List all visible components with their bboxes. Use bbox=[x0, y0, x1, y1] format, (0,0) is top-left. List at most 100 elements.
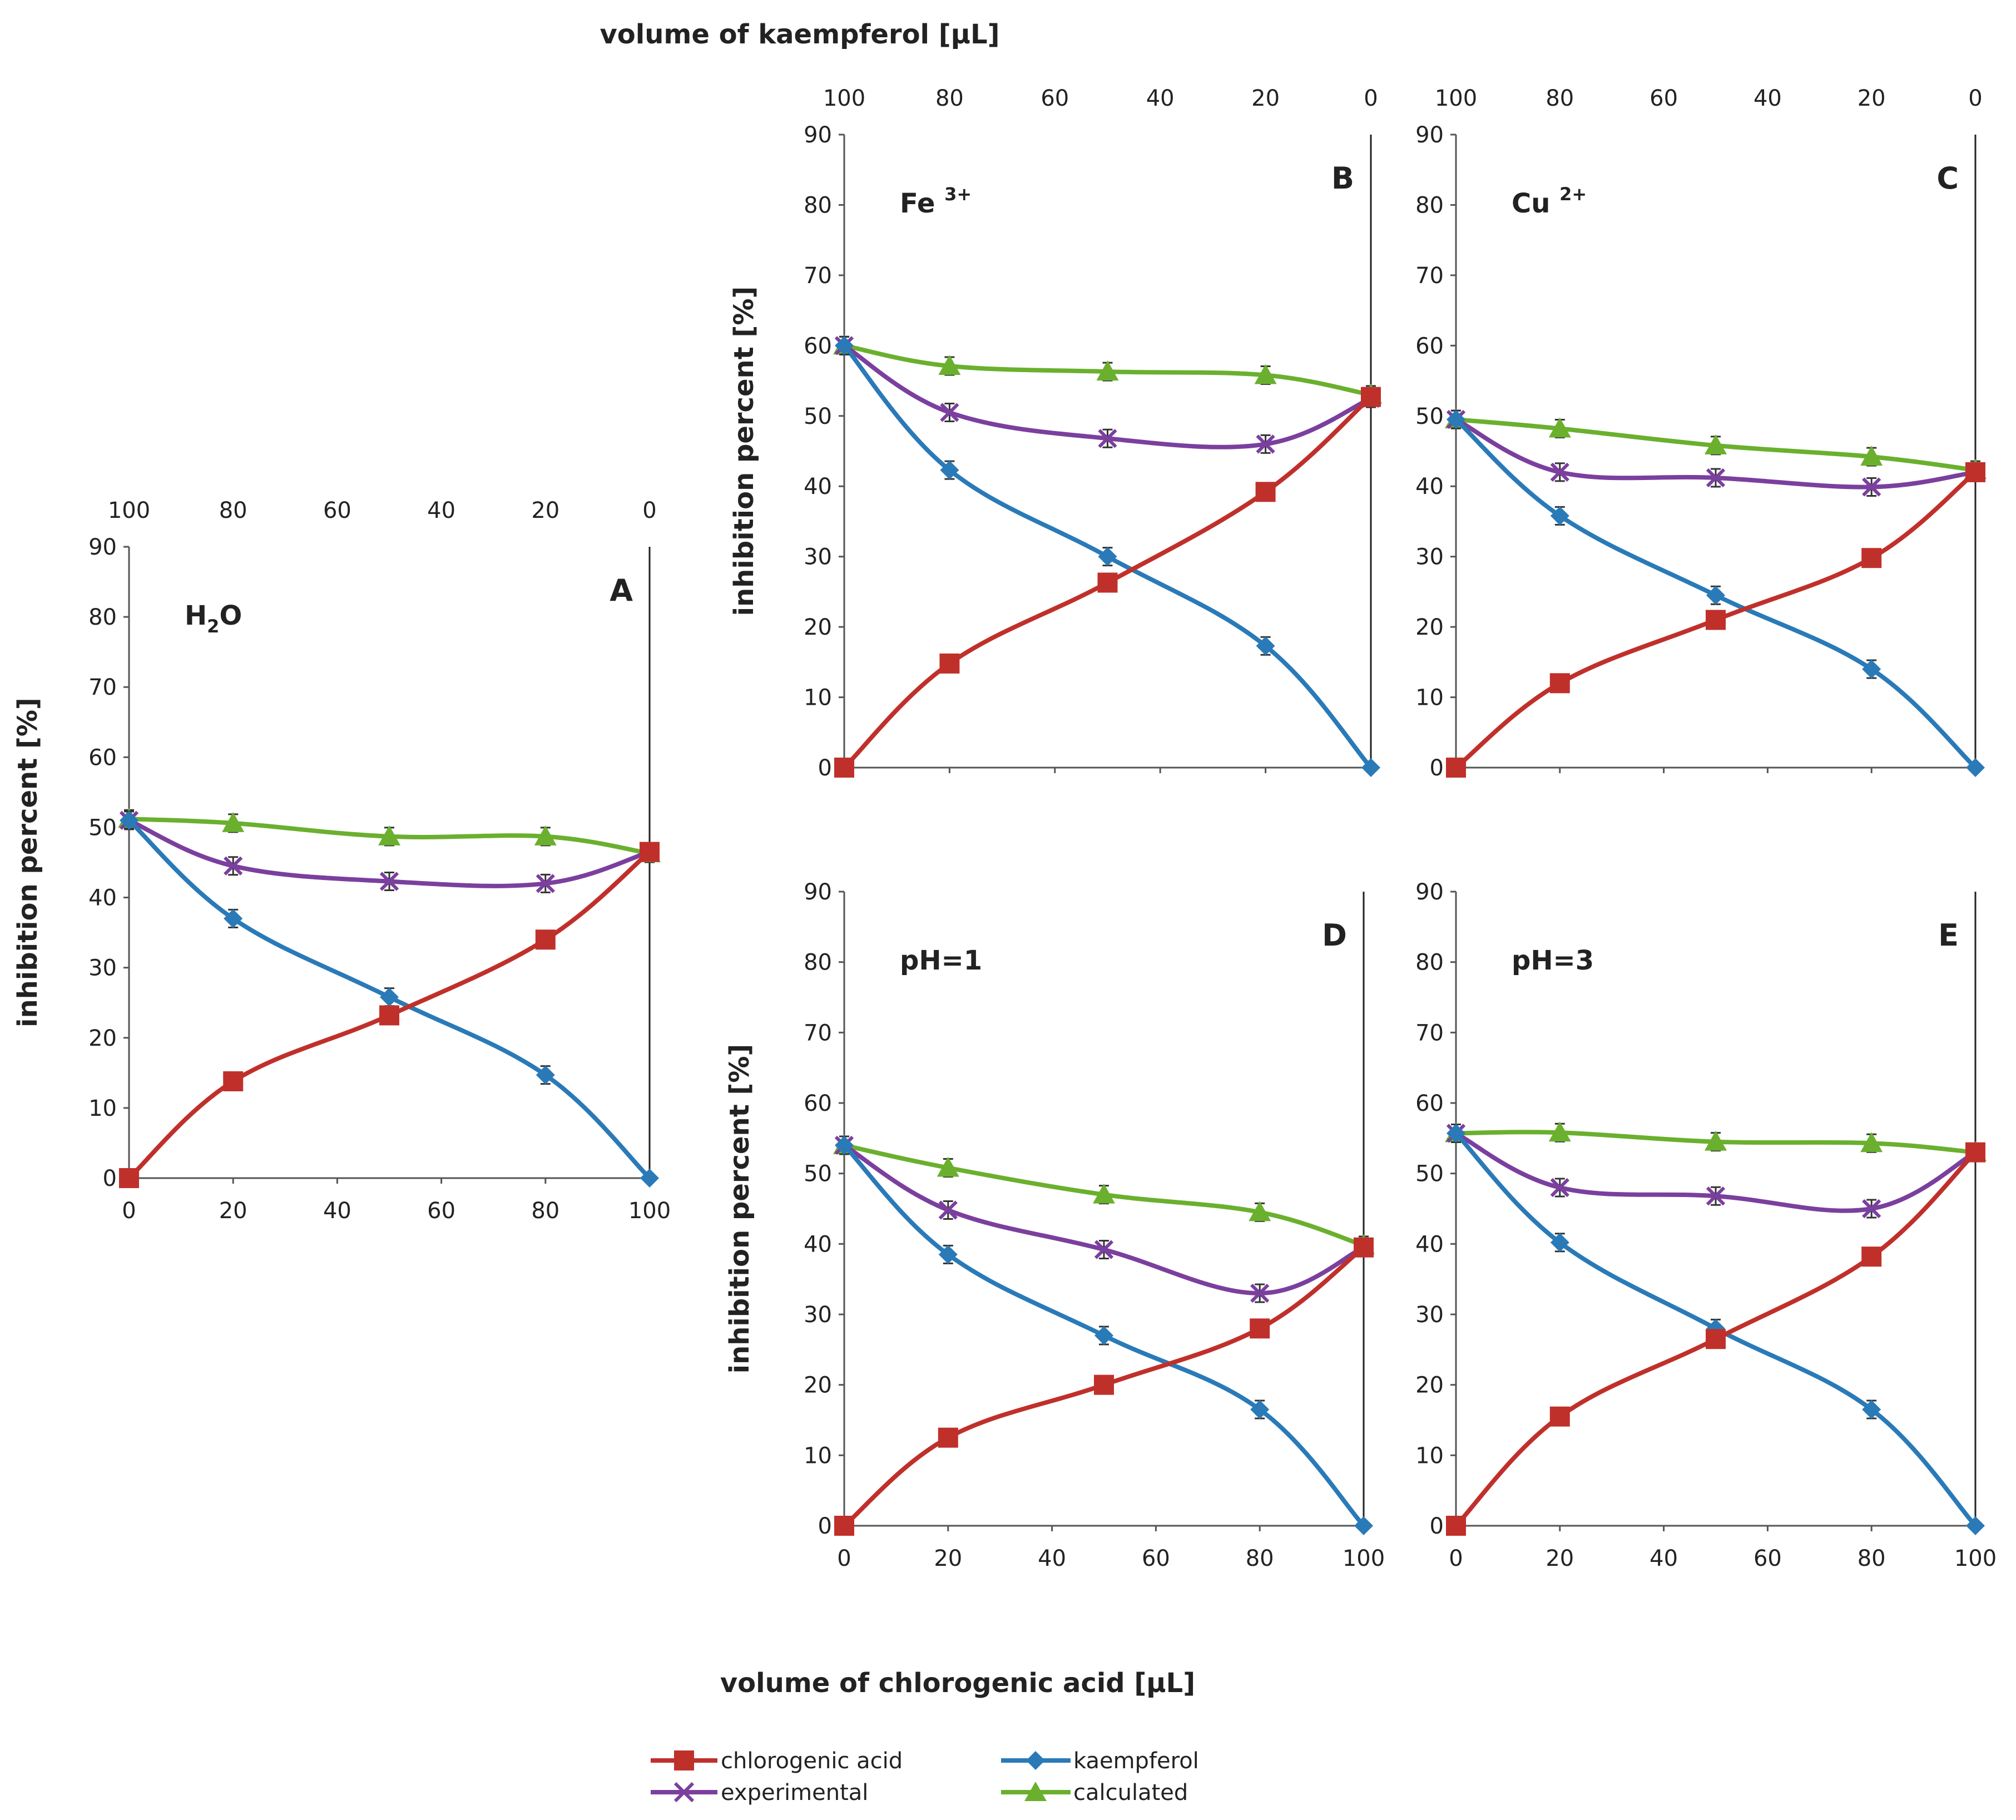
data-point-kaempferol bbox=[224, 909, 243, 928]
y-tick-label: 70 bbox=[1415, 263, 1444, 289]
top-x-tick-label: 0 bbox=[642, 498, 656, 523]
y-tick-label: 20 bbox=[88, 1026, 117, 1051]
data-point-chlorogenic bbox=[1861, 1247, 1882, 1267]
y-tick-label: 10 bbox=[804, 685, 832, 711]
data-point-experimental bbox=[1250, 1283, 1270, 1303]
data-point-chlorogenic bbox=[1706, 1329, 1726, 1349]
top-x-tick-label: 100 bbox=[823, 86, 865, 111]
data-point-kaempferol bbox=[1447, 410, 1465, 429]
series-kaempferol bbox=[1447, 409, 1985, 777]
top-x-tick-label: 20 bbox=[531, 498, 559, 523]
data-point-chlorogenic bbox=[1549, 1406, 1570, 1427]
data-point-calculated bbox=[1860, 446, 1883, 466]
panel-letter: B bbox=[1331, 161, 1354, 196]
x-tick-label: 100 bbox=[1343, 1546, 1385, 1571]
series-kaempferol bbox=[835, 1135, 1373, 1535]
top-x-tick-label: 80 bbox=[219, 498, 247, 523]
y-axis-title: inhibition percent [%] bbox=[729, 286, 760, 616]
data-point-kaempferol bbox=[380, 987, 399, 1007]
y-tick-label: 60 bbox=[88, 745, 117, 770]
data-point-calculated bbox=[1860, 1132, 1883, 1153]
x-tick-label: 100 bbox=[1954, 1546, 1997, 1571]
data-point-calculated bbox=[1705, 434, 1727, 454]
y-tick-label: 20 bbox=[804, 1373, 832, 1398]
y-tick-label: 40 bbox=[804, 1232, 832, 1257]
data-point-chlorogenic bbox=[834, 758, 854, 778]
legend-marker-kaempferol bbox=[1026, 1751, 1045, 1770]
data-point-kaempferol bbox=[1966, 758, 1985, 777]
y-tick-label: 90 bbox=[1415, 879, 1444, 905]
data-point-chlorogenic bbox=[535, 929, 556, 950]
y-tick-label: 50 bbox=[1415, 404, 1444, 429]
series-chlorogenic bbox=[834, 1237, 1374, 1536]
panel-B: 0 10 20 30 40 50 60 70 80 90 100 80 60 40 20 0 inhibitio… bbox=[729, 86, 1382, 781]
x-tick-label: 20 bbox=[1546, 1546, 1574, 1571]
y-tick-label: 20 bbox=[804, 615, 832, 640]
x-tick-label: 80 bbox=[531, 1198, 559, 1224]
y-tick-label: 80 bbox=[804, 192, 832, 218]
data-point-kaempferol bbox=[835, 1136, 854, 1155]
series-kaempferol bbox=[120, 810, 659, 1188]
data-point-chlorogenic bbox=[1965, 462, 1985, 482]
data-point-experimental bbox=[1706, 1186, 1726, 1206]
y-tick-label: 10 bbox=[88, 1096, 117, 1121]
data-point-kaempferol bbox=[640, 1169, 659, 1188]
y-tick-label: 80 bbox=[804, 950, 832, 976]
data-point-experimental bbox=[536, 874, 555, 893]
data-point-chlorogenic bbox=[1361, 387, 1381, 407]
y-tick-label: 60 bbox=[1415, 1091, 1444, 1116]
x-tick-label: 60 bbox=[427, 1198, 455, 1224]
data-point-calculated bbox=[1096, 360, 1119, 381]
legend-label-calculated: calculated bbox=[1073, 1780, 1188, 1806]
legend-entry-kaempferol: kaempferol bbox=[1001, 1748, 1199, 1774]
data-point-calculated bbox=[938, 355, 961, 375]
top-x-tick-label: 40 bbox=[1754, 86, 1782, 111]
data-point-experimental bbox=[224, 856, 243, 876]
y-tick-label: 70 bbox=[88, 675, 117, 700]
condition-label: pH=1 bbox=[900, 945, 982, 976]
data-point-experimental bbox=[940, 403, 959, 422]
x-tick-label: 20 bbox=[934, 1546, 962, 1571]
data-point-calculated bbox=[1249, 1201, 1271, 1221]
data-point-kaempferol bbox=[1706, 586, 1725, 605]
top-x-tick-label: 40 bbox=[1146, 86, 1175, 111]
y-tick-label: 20 bbox=[1415, 615, 1444, 640]
legend-label-experimental: experimental bbox=[721, 1780, 868, 1806]
series-calculated bbox=[833, 334, 1382, 405]
x-tick-label: 60 bbox=[1142, 1546, 1170, 1571]
data-point-kaempferol bbox=[120, 810, 138, 830]
data-point-kaempferol bbox=[1250, 1400, 1270, 1419]
y-tick-label: 80 bbox=[1415, 192, 1444, 218]
condition-label: H2O bbox=[185, 600, 242, 637]
y-tick-label: 0 bbox=[1430, 1514, 1444, 1539]
top-x-tick-label: 80 bbox=[935, 86, 964, 111]
y-tick-label: 10 bbox=[1415, 685, 1444, 711]
top-x-tick-label: 20 bbox=[1858, 86, 1886, 111]
x-tick-label: 100 bbox=[628, 1198, 671, 1224]
data-point-kaempferol bbox=[1361, 758, 1380, 777]
data-point-chlorogenic bbox=[1097, 572, 1118, 593]
y-tick-label: 60 bbox=[804, 333, 832, 359]
y-tick-label: 70 bbox=[1415, 1020, 1444, 1046]
data-point-experimental bbox=[379, 872, 399, 891]
y-tick-label: 40 bbox=[88, 886, 117, 911]
panel-C: 0 10 20 30 40 50 60 70 80 90 100 80 60 40 20 0 C Cu 2+ bbox=[1415, 86, 1987, 781]
data-point-chlorogenic bbox=[1965, 1142, 1985, 1163]
top-x-tick-label: 80 bbox=[1546, 86, 1574, 111]
data-point-calculated bbox=[1093, 1183, 1115, 1204]
x-tick-label: 40 bbox=[323, 1198, 351, 1224]
data-point-chlorogenic bbox=[1250, 1318, 1270, 1339]
data-point-kaempferol bbox=[1094, 1326, 1113, 1345]
y-tick-label: 60 bbox=[1415, 333, 1444, 359]
top-x-tick-label: 20 bbox=[1251, 86, 1280, 111]
y-tick-label: 90 bbox=[804, 122, 832, 148]
x-tick-label: 40 bbox=[1038, 1546, 1066, 1571]
data-point-chlorogenic bbox=[1255, 482, 1276, 502]
y-tick-label: 40 bbox=[804, 474, 832, 499]
data-point-kaempferol bbox=[536, 1065, 555, 1085]
data-point-experimental bbox=[1094, 1240, 1114, 1259]
data-point-chlorogenic bbox=[1094, 1374, 1114, 1395]
top-x-tick-label: 0 bbox=[1968, 86, 1982, 111]
data-point-chlorogenic bbox=[938, 1427, 958, 1448]
data-point-experimental bbox=[1550, 462, 1569, 482]
